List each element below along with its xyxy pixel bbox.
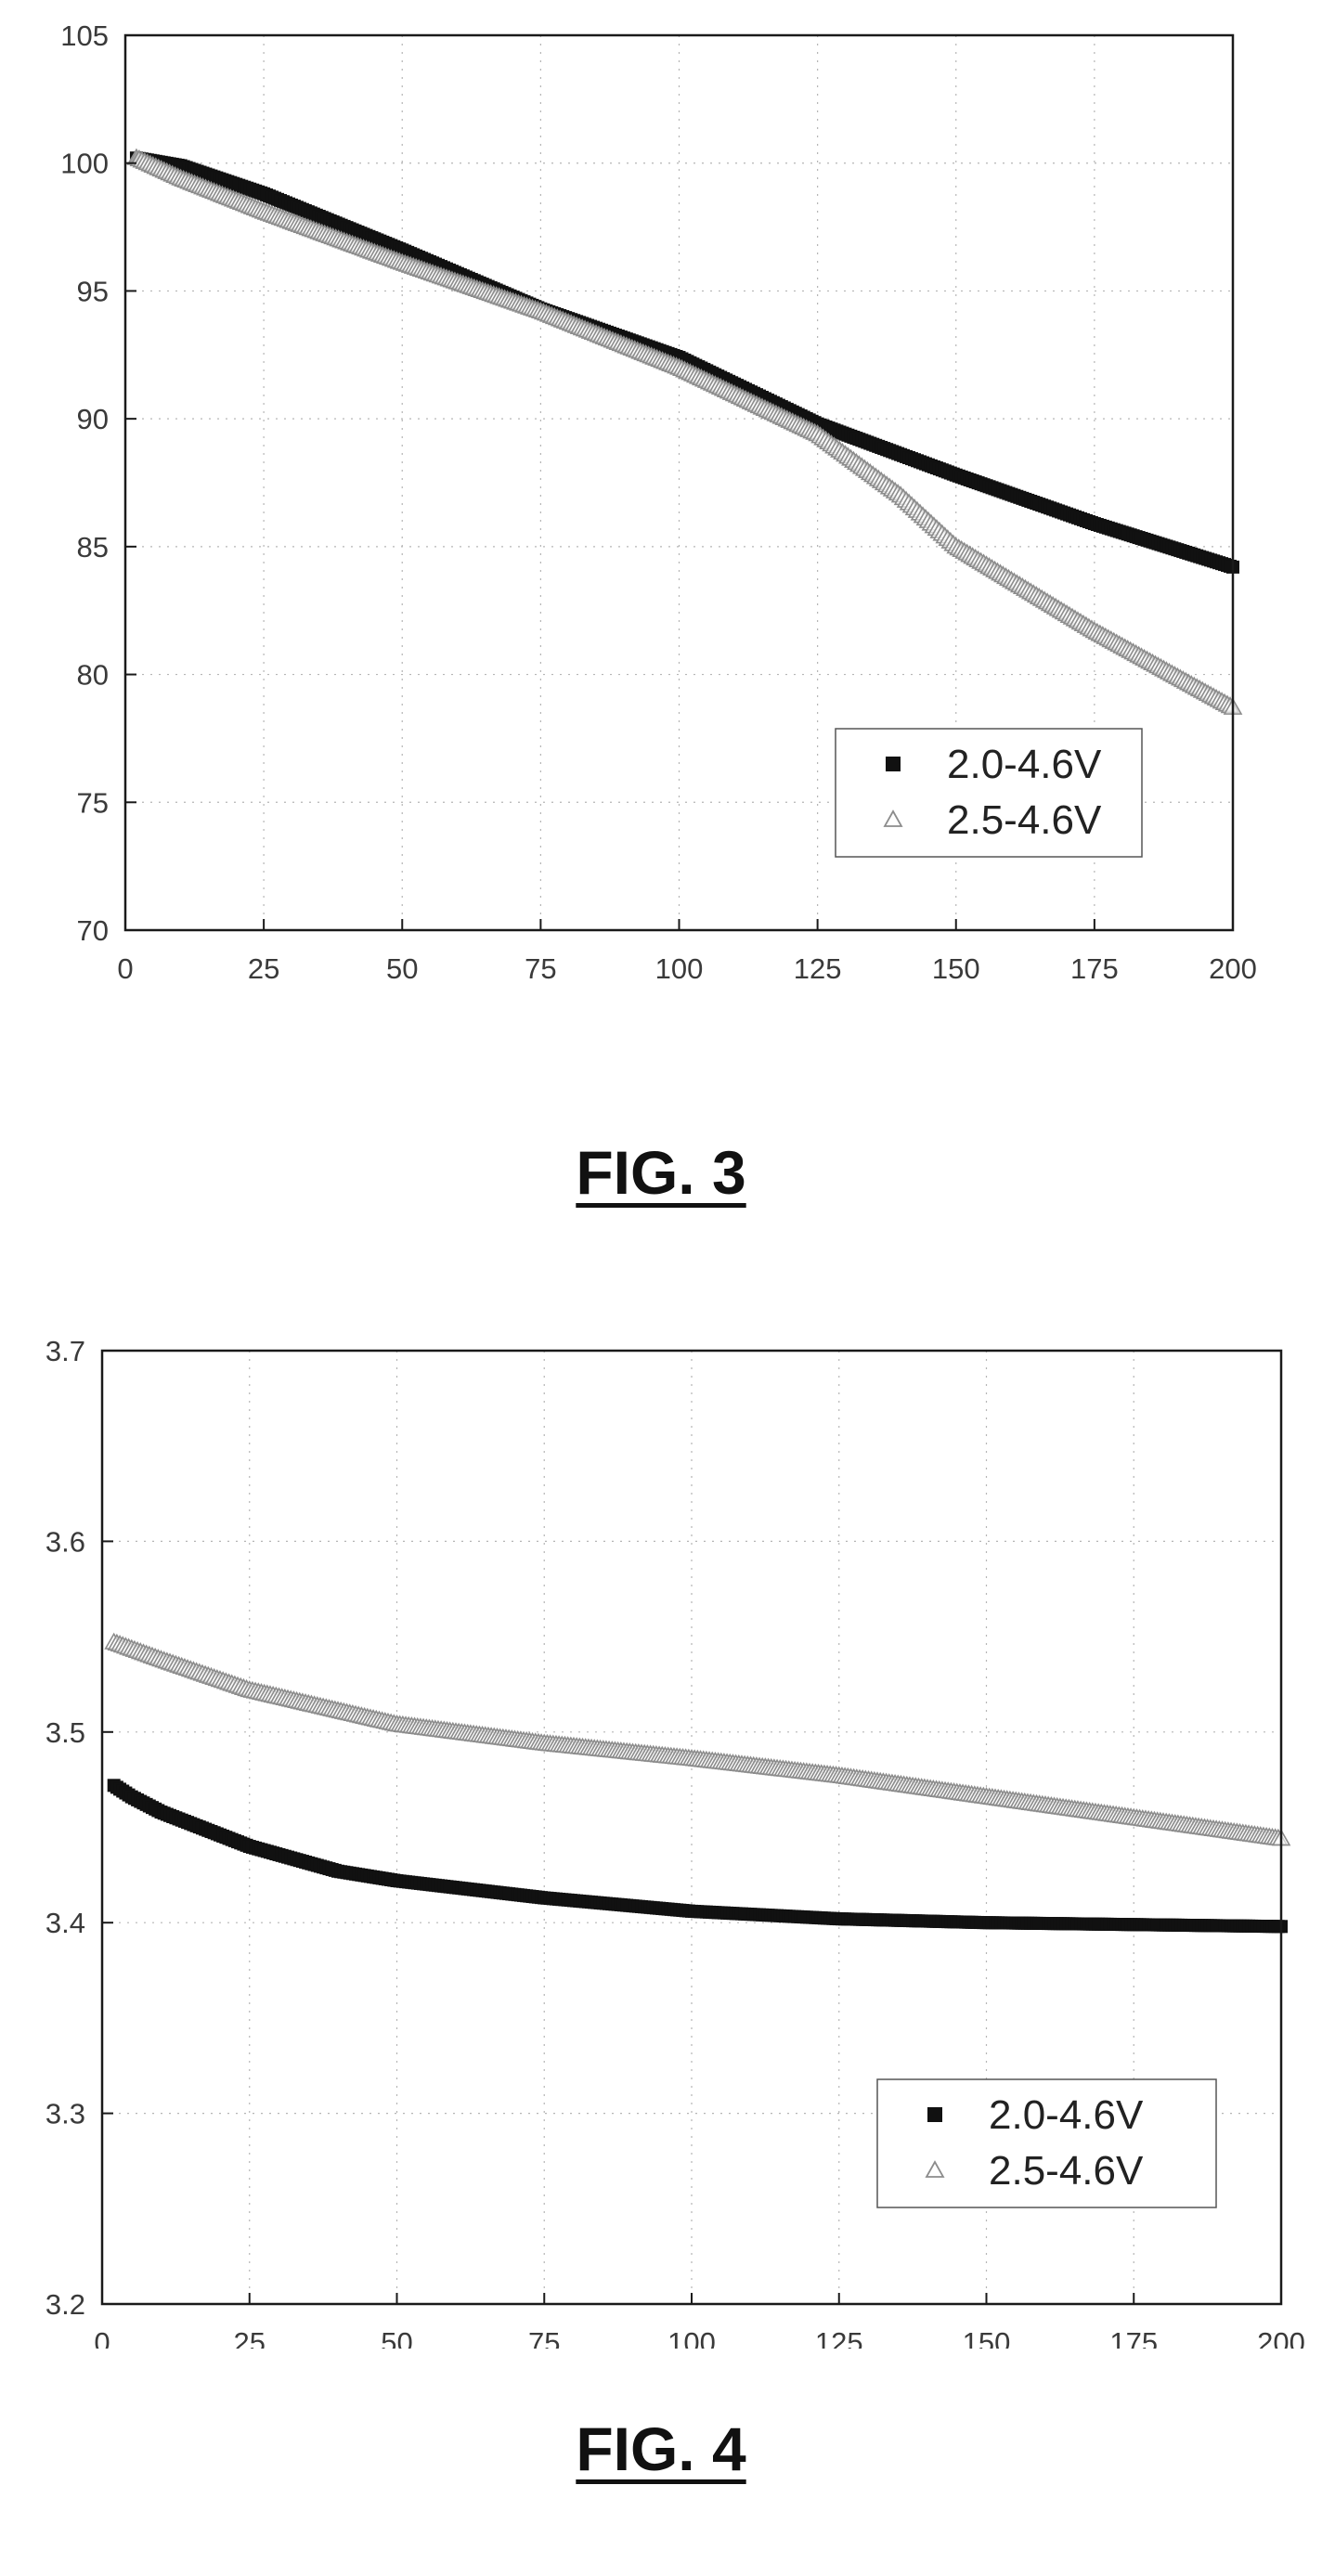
x-tick-label: 150 [963, 2326, 1011, 2349]
series-2.0-4.6V [107, 1779, 1288, 1934]
y-tick-label: 3.5 [45, 1716, 85, 1749]
y-tick-label: 90 [77, 403, 109, 435]
legend-marker-triangle [925, 2160, 945, 2178]
x-tick-label: 200 [1209, 952, 1257, 985]
y-tick-label: 70 [77, 914, 109, 947]
x-tick-label: 175 [1109, 2326, 1158, 2349]
y-tick-label: 95 [77, 275, 109, 307]
x-tick-label: 150 [932, 952, 980, 985]
y-tick-label: 105 [60, 19, 109, 52]
x-tick-label: 25 [248, 952, 279, 985]
chart-fig4: 0 25 50 75 100 125 150 175 200 3.2 3.3 3.4 3.5 3.6 3.7… [45, 1335, 1305, 2349]
x-tick-label: 50 [381, 2326, 412, 2349]
x-tick-label: 125 [815, 2326, 863, 2349]
legend-marker-triangle [883, 809, 903, 827]
legend-box [835, 728, 1143, 858]
figure-3: 0 25 50 75 100 125 150 175 200 70 75 80 85 90 95 100 105… [0, 0, 1322, 1281]
y-tick-label: 85 [77, 531, 109, 563]
legend-marker-square [886, 757, 901, 771]
legend-label: 2.5-4.6V [947, 797, 1102, 843]
y-tick-label: 75 [77, 786, 109, 819]
x-tick-label: 0 [94, 2326, 110, 2349]
x-tick-label: 0 [117, 952, 133, 985]
y-tick-label: 100 [60, 148, 109, 180]
x-tick-label: 75 [525, 952, 556, 985]
legend-label: 2.0-4.6V [989, 2092, 1144, 2138]
y-tick-label: 3.4 [45, 1907, 85, 1939]
axis-ticks: 0 25 50 75 100 125 150 175 200 70 75 80 85 90 95 100 105 [60, 19, 1257, 985]
series-2.5-4.6V [104, 1632, 1291, 1846]
figure-4: 0 25 50 75 100 125 150 175 200 3.2 3.3 3.4 3.5 3.6 3.7… [0, 1281, 1322, 2576]
x-tick-label: 25 [234, 2326, 266, 2349]
x-tick-label: 200 [1257, 2326, 1305, 2349]
y-tick-label: 3.2 [45, 2288, 85, 2321]
y-tick-label: 80 [77, 659, 109, 692]
x-tick-label: 100 [667, 2326, 716, 2349]
legend-box [876, 2078, 1217, 2208]
x-tick-label: 125 [794, 952, 842, 985]
y-tick-label: 3.3 [45, 2098, 85, 2130]
legend: 2.0-4.6V 2.5-4.6V [835, 728, 1143, 858]
grid [125, 35, 1233, 930]
series-2.5-4.6V [126, 148, 1243, 715]
x-tick-label: 175 [1070, 952, 1119, 985]
figure-caption: FIG. 4 [576, 2414, 746, 2483]
legend-label: 2.5-4.6V [989, 2148, 1144, 2194]
x-tick-label: 75 [528, 2326, 560, 2349]
legend-marker-square [927, 2107, 942, 2122]
y-tick-label: 3.6 [45, 1525, 85, 1558]
legend-label: 2.0-4.6V [947, 742, 1102, 787]
legend: 2.0-4.6V 2.5-4.6V [876, 2078, 1217, 2208]
y-tick-label: 3.7 [45, 1335, 85, 1367]
x-tick-label: 100 [655, 952, 704, 985]
axis-ticks: 0 25 50 75 100 125 150 175 200 3.2 3.3 3.4 3.5 3.6 3.7 [45, 1335, 1305, 2349]
x-tick-label: 50 [386, 952, 418, 985]
chart-fig3: 0 25 50 75 100 125 150 175 200 70 75 80 85 90 95 100 105… [60, 19, 1257, 985]
figure-caption: FIG. 3 [576, 1138, 746, 1207]
